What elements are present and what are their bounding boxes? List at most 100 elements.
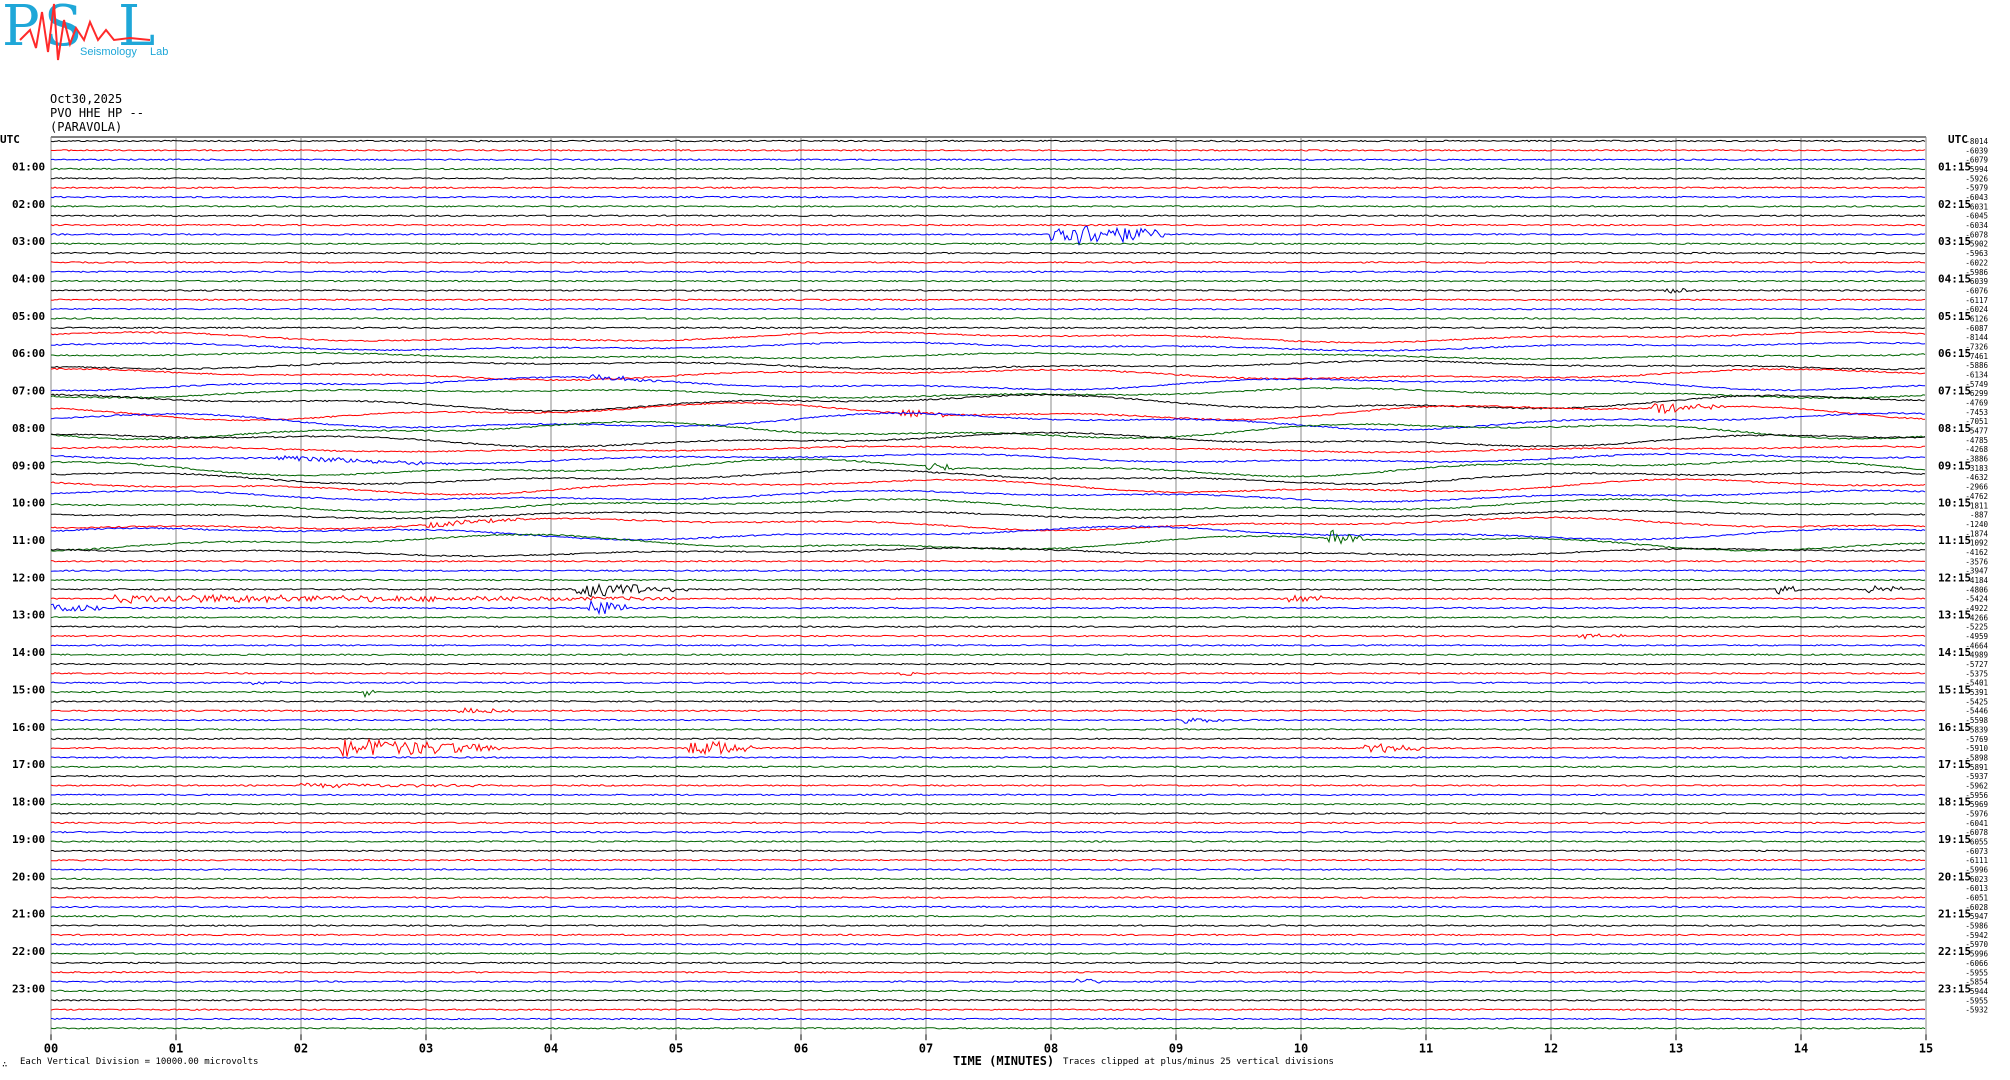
trace-value-label: -3183 — [1965, 464, 1988, 473]
left-hour-label: 04:00 — [12, 273, 45, 286]
right-hour-label: 18:15 — [1938, 796, 1971, 809]
trace-value-label: -6041 — [1965, 819, 1988, 828]
trace-value-label: -5979 — [1965, 184, 1988, 193]
x-tick-label: 04 — [544, 1041, 558, 1055]
left-hour-label: 17:00 — [12, 758, 45, 771]
trace-value-label: -6126 — [1965, 314, 1988, 323]
seismic-trace — [50, 367, 1926, 382]
seismic-trace — [50, 756, 1926, 759]
seismic-trace — [50, 420, 1926, 441]
trace-value-label: -3886 — [1965, 455, 1988, 464]
x-tick-label: 10 — [1294, 1041, 1308, 1055]
right-hour-label: 22:15 — [1938, 945, 1971, 958]
seismic-trace — [50, 717, 1926, 724]
seismic-trace — [50, 452, 1926, 466]
left-hour-label: 01:00 — [12, 160, 45, 173]
trace-value-label: -5944 — [1965, 987, 1988, 996]
x-tick-label: 15 — [1919, 1041, 1933, 1055]
x-tick-label: 11 — [1419, 1041, 1433, 1055]
trace-value-label: -6051 — [1965, 894, 1988, 903]
right-hour-label: 20:15 — [1938, 870, 1971, 883]
right-hour-label: 11:15 — [1938, 534, 1971, 547]
seismic-trace — [50, 1008, 1926, 1011]
seismic-trace — [50, 469, 1926, 486]
x-tick-label: 14 — [1794, 1041, 1808, 1055]
x-tick-label: 00 — [44, 1041, 58, 1055]
left-hour-label: 20:00 — [12, 870, 45, 883]
seismic-trace — [50, 205, 1926, 208]
header-date: Oct30,2025 — [50, 92, 123, 106]
seismic-trace — [50, 707, 1926, 714]
seismic-trace — [51, 351, 1926, 361]
trace-value-label: -5986 — [1965, 268, 1988, 277]
trace-value-label: -6024 — [1965, 305, 1988, 314]
trace-value-label: -5932 — [1965, 1006, 1988, 1015]
seismic-trace — [50, 298, 1926, 302]
seismic-trace — [50, 728, 1926, 731]
left-hour-label: 21:00 — [12, 908, 45, 921]
trace-value-label: -7461 — [1965, 352, 1988, 361]
seismic-trace — [50, 559, 1926, 563]
trace-value-label: -6079 — [1965, 156, 1988, 165]
left-hour-label: 19:00 — [12, 833, 45, 846]
trace-value-label: -4184 — [1965, 576, 1988, 585]
seismic-trace — [50, 341, 1926, 352]
trace-value-label: -5963 — [1965, 249, 1988, 258]
trace-value-label: -4268 — [1965, 445, 1988, 454]
left-hour-label: 22:00 — [12, 945, 45, 958]
trace-value-label: -6299 — [1965, 389, 1988, 398]
trace-value-label: -4632 — [1965, 473, 1988, 482]
seismic-trace — [50, 393, 1926, 413]
seismic-trace — [50, 671, 1926, 676]
trace-value-label: -5986 — [1965, 922, 1988, 931]
trace-value-label: -5955 — [1965, 996, 1988, 1005]
right-hour-label: 15:15 — [1938, 683, 1971, 696]
left-hour-label: 14:00 — [12, 646, 45, 659]
seismic-trace — [50, 569, 1926, 572]
seismic-trace — [50, 195, 1925, 199]
trace-value-label: -5970 — [1965, 940, 1988, 949]
trace-value-label: -6055 — [1965, 838, 1988, 847]
x-tick-label: 09 — [1169, 1041, 1183, 1055]
seismic-trace — [50, 625, 1926, 628]
seismic-trace — [51, 317, 1926, 320]
trace-value-label: -5994 — [1965, 165, 1988, 174]
trace-value-label: -6013 — [1965, 884, 1988, 893]
trace-value-label: -5996 — [1965, 866, 1988, 875]
logo-letter-l: L — [118, 0, 156, 59]
trace-value-label: -5898 — [1965, 753, 1988, 762]
right-hour-label: 14:15 — [1938, 646, 1971, 659]
trace-value-label: -5769 — [1965, 735, 1988, 744]
right-hour-label: 08:15 — [1938, 422, 1971, 435]
seismic-trace — [50, 821, 1926, 825]
seismic-trace — [50, 373, 1926, 392]
logo-word-seismology: Seismology — [80, 46, 137, 58]
trace-value-label: -6066 — [1965, 959, 1988, 968]
trace-value-label: -4266 — [1965, 613, 1988, 622]
trace-value-label: -5926 — [1965, 174, 1988, 183]
seismic-trace — [50, 149, 1926, 152]
seismic-trace — [50, 489, 1926, 503]
seismic-trace — [50, 774, 1926, 778]
trace-value-label: -1874 — [1965, 529, 1988, 538]
trace-value-label: -5425 — [1965, 697, 1988, 706]
seismic-trace — [51, 509, 1926, 520]
seismic-trace — [50, 186, 1926, 190]
trace-value-label: -5976 — [1965, 809, 1988, 818]
trace-value-label: -3576 — [1965, 557, 1988, 566]
seismic-trace — [50, 261, 1926, 264]
seismic-trace — [50, 616, 1926, 619]
x-tick-label: 12 — [1544, 1041, 1558, 1055]
seismic-trace — [51, 700, 1925, 703]
trace-value-label: -5910 — [1965, 744, 1988, 753]
trace-value-label: -1240 — [1965, 520, 1988, 529]
seismic-trace — [51, 167, 1926, 171]
trace-value-label: -6023 — [1965, 875, 1988, 884]
seismic-trace — [50, 942, 1926, 946]
trace-value-label: -4762 — [1965, 492, 1988, 501]
seismic-trace — [50, 989, 1926, 993]
x-tick-label: 13 — [1669, 1041, 1683, 1055]
seismic-trace — [50, 812, 1926, 815]
division-note: Each Vertical Division = 10000.00 microv… — [20, 1057, 259, 1067]
right-axis-title: UTC — [1948, 133, 1968, 146]
